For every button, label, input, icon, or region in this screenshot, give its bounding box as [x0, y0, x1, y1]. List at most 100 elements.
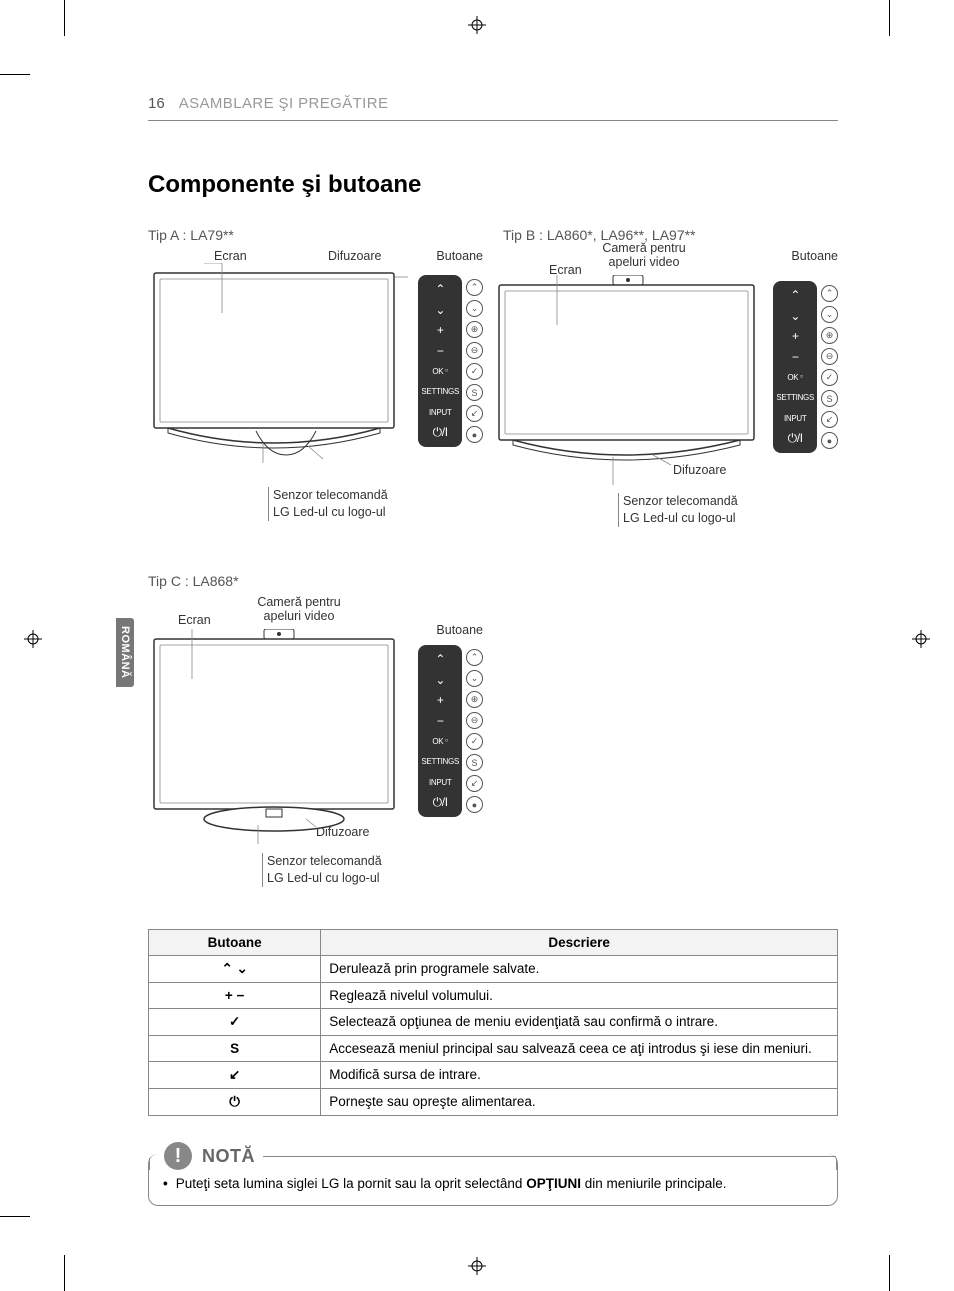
button-strip-b: ⌃ ⌄ + − OK ○ SETTINGS INPUT ⏻/I ⌃ ⌄ ⊕ ⊖	[773, 281, 838, 453]
icon-minus: ⊖	[821, 348, 838, 365]
button-settings: SETTINGS	[421, 752, 459, 773]
icon-plus: ⊕	[466, 321, 483, 338]
crop-mark	[64, 1255, 65, 1291]
table-desc: Derulează prin programele salvate.	[321, 956, 838, 983]
button-settings: SETTINGS	[421, 382, 459, 403]
icon-minus: ⊖	[466, 342, 483, 359]
crop-mark	[0, 74, 30, 75]
note-text: Puteţi seta lumina siglei LG la pornit s…	[176, 1176, 727, 1191]
registration-mark-icon	[912, 630, 930, 648]
button-up: ⌃	[790, 285, 800, 306]
label-sensor: Senzor telecomandă	[618, 493, 738, 510]
icon-settings: S	[821, 390, 838, 407]
type-c-label: Tip C : LA868*	[148, 573, 483, 589]
button-power: ⏻/I	[433, 793, 448, 814]
page-header: 16 ASAMBLARE ŞI PREGĂTIRE	[148, 95, 838, 121]
button-ok: OK ○	[787, 367, 803, 388]
type-a-label: Tip A : LA79**	[148, 227, 483, 243]
table-row: ✓ Selectează opţiunea de meniu evidenţia…	[149, 1009, 838, 1036]
icon-input: ↙	[821, 411, 838, 428]
label-buttons: Butoane	[791, 249, 838, 263]
label-buttons: Butoane	[436, 249, 483, 263]
table-icon: ⏻	[149, 1089, 321, 1116]
button-ok: OK ○	[432, 361, 448, 382]
icon-down: ⌄	[821, 306, 838, 323]
button-minus: −	[792, 347, 799, 368]
tv-diagram-b	[493, 275, 763, 485]
icon-ok: ✓	[821, 369, 838, 386]
section-name: ASAMBLARE ŞI PREGĂTIRE	[179, 95, 389, 112]
table-row: + − Reglează nivelul volumului.	[149, 983, 838, 1009]
crop-mark	[889, 0, 890, 36]
label-screen: Ecran	[214, 249, 247, 263]
registration-mark-icon	[468, 16, 486, 34]
button-input: INPUT	[429, 772, 452, 793]
icon-input: ↙	[466, 775, 483, 792]
table-desc: Accesează meniul principal sau salvează …	[321, 1036, 838, 1062]
label-led: LG Led-ul cu logo-ul	[262, 870, 382, 887]
button-column: ⌃ ⌄ + − OK ○ SETTINGS INPUT ⏻/I	[773, 281, 817, 453]
button-column: ⌃ ⌄ + − OK ○ SETTINGS INPUT ⏻/I	[418, 275, 462, 447]
registration-mark-icon	[468, 1257, 486, 1275]
button-input: INPUT	[784, 408, 807, 429]
icon-plus: ⊕	[821, 327, 838, 344]
button-plus: +	[792, 326, 799, 347]
crop-mark	[0, 1216, 30, 1217]
table-icon: ↙	[149, 1062, 321, 1089]
icon-ok: ✓	[466, 733, 483, 750]
icon-up: ⌃	[466, 279, 483, 296]
table-icon: ✓	[149, 1009, 321, 1036]
button-minus: −	[437, 711, 444, 732]
label-speakers: Difuzoare	[328, 249, 382, 263]
icon-column: ⌃ ⌄ ⊕ ⊖ ✓ S ↙ ●	[466, 645, 483, 817]
buttons-table: Butoane Descriere ⌃ ⌄ Derulează prin pro…	[148, 929, 838, 1116]
note-item: • Puteţi seta lumina siglei LG la pornit…	[163, 1176, 823, 1191]
icon-ok: ✓	[466, 363, 483, 380]
icon-power: ●	[466, 426, 483, 443]
icon-input: ↙	[466, 405, 483, 422]
label-sensor: Senzor telecomandă	[268, 487, 388, 504]
table-icon: + −	[149, 983, 321, 1009]
button-ok: OK ○	[432, 731, 448, 752]
table-row: ⌃ ⌄ Derulează prin programele salvate.	[149, 956, 838, 983]
icon-settings: S	[466, 384, 483, 401]
tv-diagram-a	[148, 263, 408, 463]
button-down: ⌄	[435, 670, 445, 691]
page-title: Componente şi butoane	[148, 171, 838, 199]
icon-power: ●	[466, 796, 483, 813]
callout-sensor-led: Senzor telecomandă LG Led-ul cu logo-ul	[262, 853, 382, 887]
label-led: LG Led-ul cu logo-ul	[268, 504, 388, 521]
button-column: ⌃ ⌄ + − OK ○ SETTINGS INPUT ⏻/I	[418, 645, 462, 817]
button-plus: +	[437, 690, 444, 711]
label-camera: Cameră pentru apeluri video	[589, 241, 699, 270]
icon-down: ⌄	[466, 670, 483, 687]
page-number: 16	[148, 95, 165, 112]
bullet-icon: •	[163, 1176, 168, 1191]
button-power: ⏻/I	[788, 429, 803, 450]
icon-column: ⌃ ⌄ ⊕ ⊖ ✓ S ↙ ●	[466, 275, 483, 447]
callout-sensor-led: Senzor telecomandă LG Led-ul cu logo-ul	[618, 493, 738, 527]
table-head-buttons: Butoane	[149, 930, 321, 956]
tv-diagram-c	[148, 629, 408, 844]
diagram-type-a: Tip A : LA79** Ecran Butoane Difuzoare S…	[148, 227, 483, 549]
button-settings: SETTINGS	[776, 388, 814, 409]
table-row: ⏻ Porneşte sau opreşte alimentarea.	[149, 1089, 838, 1116]
label-led: LG Led-ul cu logo-ul	[618, 510, 738, 527]
note-header: ! NOTĂ	[149, 1142, 837, 1170]
button-strip-a: ⌃ ⌄ + − OK ○ SETTINGS INPUT ⏻/I ⌃ ⌄ ⊕ ⊖	[418, 275, 483, 447]
label-sensor: Senzor telecomandă	[262, 853, 382, 870]
language-tab: ROMÂNĂ	[116, 618, 134, 687]
icon-down: ⌄	[466, 300, 483, 317]
table-row: S Accesează meniul principal sau salveaz…	[149, 1036, 838, 1062]
note-icon: !	[164, 1142, 192, 1170]
icon-plus: ⊕	[466, 691, 483, 708]
icon-power: ●	[821, 432, 838, 449]
note-box: ! NOTĂ • Puteţi seta lumina siglei LG la…	[148, 1154, 838, 1206]
label-buttons: Butoane	[436, 623, 483, 637]
crop-mark	[889, 1255, 890, 1291]
callout-sensor-led: Senzor telecomandă LG Led-ul cu logo-ul	[268, 487, 388, 521]
table-desc: Porneşte sau opreşte alimentarea.	[321, 1089, 838, 1116]
icon-minus: ⊖	[466, 712, 483, 729]
button-down: ⌄	[790, 306, 800, 327]
table-icon: S	[149, 1036, 321, 1062]
